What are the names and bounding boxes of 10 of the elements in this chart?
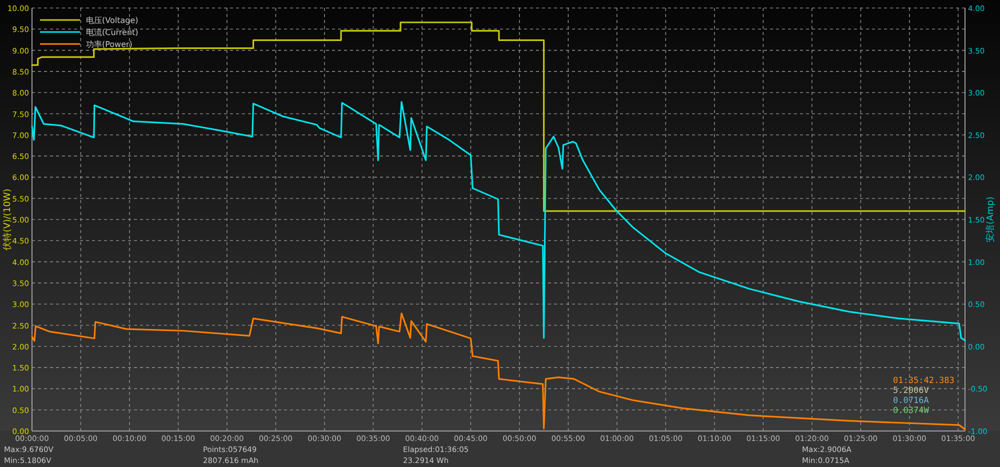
line-series — [31, 101, 966, 342]
annotation: 01:35:42.383 — [893, 376, 954, 386]
legend-label: 电压(Voltage) — [86, 16, 138, 25]
annotation: 0.0716A — [893, 396, 929, 406]
y-axis-title: 伏特(V)/(10W) — [2, 188, 13, 250]
legend-label: 电流(Current) — [86, 28, 138, 37]
annotation: 5.2006V — [893, 386, 929, 396]
legend-label: 功率(Power) — [86, 40, 132, 49]
annotation: 0.0374W — [893, 406, 930, 416]
y2-axis-title: 安培(Amp) — [985, 196, 996, 242]
